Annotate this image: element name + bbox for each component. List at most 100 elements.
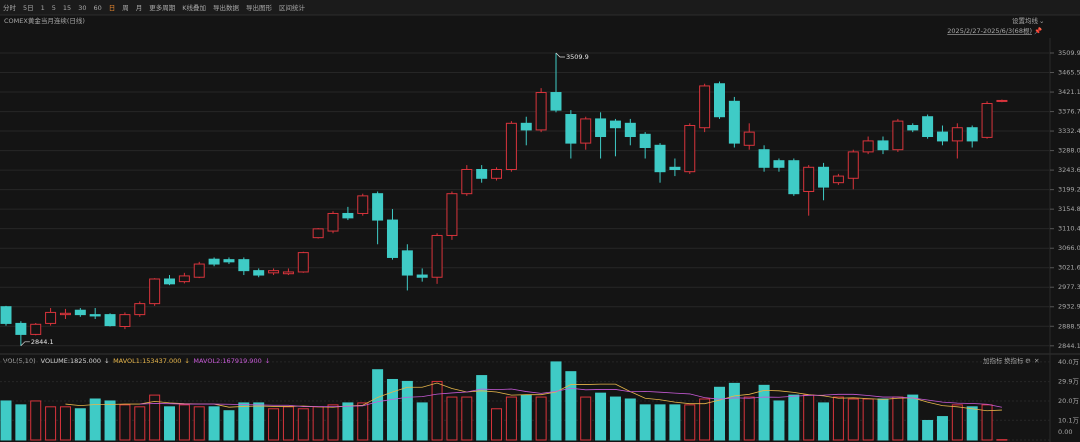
toolbar-item[interactable]: 1 — [41, 4, 45, 12]
annotation: 3509.9 — [566, 53, 589, 61]
toolbar-item[interactable]: 分时 — [3, 3, 17, 12]
volume-bar — [862, 398, 874, 441]
volume-bar — [178, 404, 190, 441]
toolbar-item[interactable]: 日 — [109, 4, 116, 12]
candle-body — [550, 92, 562, 111]
toolbar-item[interactable]: 区间统计 — [279, 3, 306, 12]
y-tick-label: 3332.4 — [1058, 127, 1080, 135]
volume-bar — [520, 394, 532, 441]
candle-body — [357, 195, 369, 214]
candle-body — [416, 274, 428, 278]
volume-bar — [669, 404, 681, 441]
y-tick-label: 3465.5 — [1058, 69, 1080, 77]
toolbar-item[interactable]: 5 — [52, 4, 56, 12]
volume-bar — [550, 361, 562, 441]
candle-body — [74, 309, 86, 316]
y-tick-label: 3376.7 — [1058, 108, 1080, 116]
volume-bar — [773, 400, 785, 441]
candle-body — [193, 263, 205, 278]
volume-bar — [713, 386, 725, 441]
candle-body — [639, 133, 651, 149]
candle-body — [996, 99, 1008, 102]
ma-line — [139, 387, 1002, 408]
volume-bar — [223, 410, 235, 441]
volume-bar — [119, 404, 131, 441]
volume-bar — [149, 394, 161, 441]
candle-body — [609, 120, 621, 129]
legend-arrow: ↓ — [184, 357, 189, 365]
y-tick-label: 40.0万 — [1058, 358, 1079, 366]
toolbar: 分时 5日 1 5 15 30 60 日周月更多周期 K线叠加 导出数据 导出图形 区间统计 — [3, 3, 306, 12]
volume-bar — [327, 404, 339, 441]
volume-bar — [253, 402, 265, 441]
toolbar-item[interactable]: 15 — [63, 4, 71, 12]
candle-body — [803, 166, 815, 192]
volume-bar — [416, 402, 428, 441]
change-indicator[interactable]: 换指标 — [1004, 356, 1024, 365]
annotation-line — [20, 341, 30, 347]
y-tick-label: 3154.8 — [1058, 205, 1080, 213]
toolbar-item[interactable]: 5日 — [23, 4, 34, 12]
toolbar-item[interactable]: 月 — [136, 4, 143, 12]
volume-bar — [15, 404, 27, 441]
candle-body — [624, 122, 636, 138]
volume-bar — [535, 396, 547, 441]
candle-body — [877, 140, 889, 151]
volume-bar — [981, 404, 993, 441]
candle-body — [773, 160, 785, 168]
candle-body — [713, 83, 725, 118]
candle-body — [951, 127, 963, 142]
candle-body — [966, 127, 978, 142]
toolbar-item[interactable]: 60 — [93, 4, 101, 12]
candle-body — [520, 122, 532, 131]
volume-bar — [609, 396, 621, 441]
toolbar-item[interactable]: 30 — [78, 4, 86, 12]
volume-bar — [743, 396, 755, 441]
volume-bar — [45, 406, 57, 441]
toolbar-item[interactable]: 导出数据 — [213, 3, 240, 12]
volume-bar — [832, 396, 844, 441]
candle-body — [743, 131, 755, 146]
candle-body — [922, 116, 934, 138]
volume-bar — [357, 402, 369, 441]
volume-bar — [386, 378, 398, 441]
toolbar-item[interactable]: 周 — [122, 4, 129, 12]
volume-bar — [624, 398, 636, 441]
candle-body — [446, 193, 458, 236]
toolbar-item[interactable]: 更多周期 — [149, 3, 176, 12]
candle-body — [401, 250, 413, 276]
volume-bar — [312, 406, 324, 441]
volume-bar — [461, 396, 473, 441]
candle-body — [178, 275, 190, 283]
legend-entry: MAVOL1:153437.000 — [113, 357, 181, 365]
volume-bar — [595, 392, 607, 441]
volume-bar — [951, 404, 963, 441]
candle-body — [30, 323, 42, 335]
candle-body — [476, 168, 488, 179]
y-tick-label: 2977.3 — [1058, 283, 1080, 291]
candle-body — [699, 85, 711, 129]
candle-body — [936, 131, 948, 142]
volume-bar — [728, 382, 740, 441]
toolbar-item[interactable]: 导出图形 — [246, 3, 273, 12]
candle-body — [327, 212, 339, 232]
indicator-name: VOL(5,10) — [3, 357, 36, 365]
add-indicator[interactable]: 加指标 — [983, 356, 1003, 365]
toolbar-item[interactable]: K线叠加 — [182, 3, 206, 12]
candle-body — [862, 140, 874, 153]
pin-icon[interactable]: 📌 — [1034, 26, 1042, 35]
settings-icon[interactable]: ⚙ — [1025, 357, 1031, 365]
volume-bar — [164, 406, 176, 441]
date-range[interactable]: 2025/2/27-2025/6/3(68根) — [947, 26, 1032, 35]
volume-bar — [268, 408, 280, 441]
y-tick-label: 3110.4 — [1058, 225, 1080, 233]
volume-bar — [936, 416, 948, 441]
candle-body — [282, 271, 294, 275]
settings-button[interactable]: 设置均线 — [1012, 16, 1039, 25]
y-tick-label: 3421.1 — [1058, 88, 1080, 96]
candle-body — [208, 258, 220, 265]
close-icon[interactable]: ✕ — [1034, 357, 1039, 365]
candle-body — [342, 212, 354, 219]
volume-bar — [877, 398, 889, 441]
